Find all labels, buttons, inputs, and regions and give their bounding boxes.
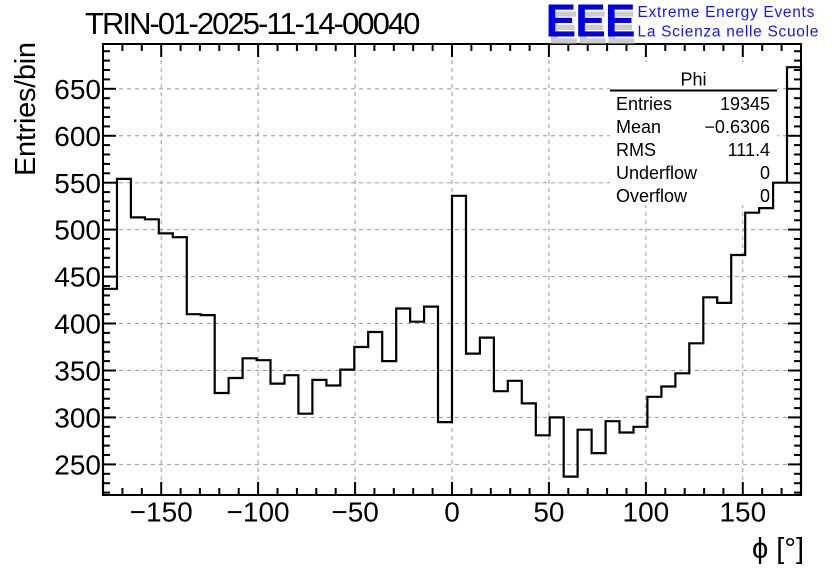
svg-text:Entries: Entries xyxy=(616,94,672,114)
svg-text:50: 50 xyxy=(533,497,564,528)
svg-text:500: 500 xyxy=(54,215,101,246)
svg-text:EEE: EEE xyxy=(546,0,635,47)
svg-text:100: 100 xyxy=(623,497,670,528)
svg-text:111.4: 111.4 xyxy=(728,140,770,160)
svg-text:−50: −50 xyxy=(331,497,379,528)
svg-text:TRIN-01-2025-11-14-00040: TRIN-01-2025-11-14-00040 xyxy=(85,6,420,41)
svg-text:−150: −150 xyxy=(130,497,193,528)
svg-text:600: 600 xyxy=(54,121,101,152)
svg-text:Phi: Phi xyxy=(680,70,706,90)
svg-text:La Scienza nelle Scuole: La Scienza nelle Scuole xyxy=(638,24,820,41)
svg-text:EEE: EEE xyxy=(548,2,634,54)
svg-text:Entries/bin: Entries/bin xyxy=(10,42,42,176)
svg-text:ϕ [°]: ϕ [°] xyxy=(752,533,804,565)
svg-text:Overflow: Overflow xyxy=(616,186,688,206)
svg-text:350: 350 xyxy=(54,356,101,387)
svg-text:0: 0 xyxy=(760,163,770,183)
svg-text:Mean: Mean xyxy=(616,117,661,137)
svg-text:Underflow: Underflow xyxy=(616,163,698,183)
svg-text:400: 400 xyxy=(54,309,101,340)
svg-text:0: 0 xyxy=(760,186,770,206)
svg-text:RMS: RMS xyxy=(616,140,656,160)
svg-text:250: 250 xyxy=(54,450,101,481)
svg-text:19345: 19345 xyxy=(720,94,770,114)
svg-text:650: 650 xyxy=(54,74,101,105)
svg-text:−100: −100 xyxy=(227,497,290,528)
svg-text:150: 150 xyxy=(719,497,766,528)
svg-text:0: 0 xyxy=(444,497,460,528)
svg-text:300: 300 xyxy=(54,403,101,434)
svg-text:450: 450 xyxy=(54,262,101,293)
svg-text:Extreme Energy Events: Extreme Energy Events xyxy=(638,4,816,21)
svg-text:−0.6306: −0.6306 xyxy=(704,117,770,137)
svg-text:550: 550 xyxy=(54,168,101,199)
